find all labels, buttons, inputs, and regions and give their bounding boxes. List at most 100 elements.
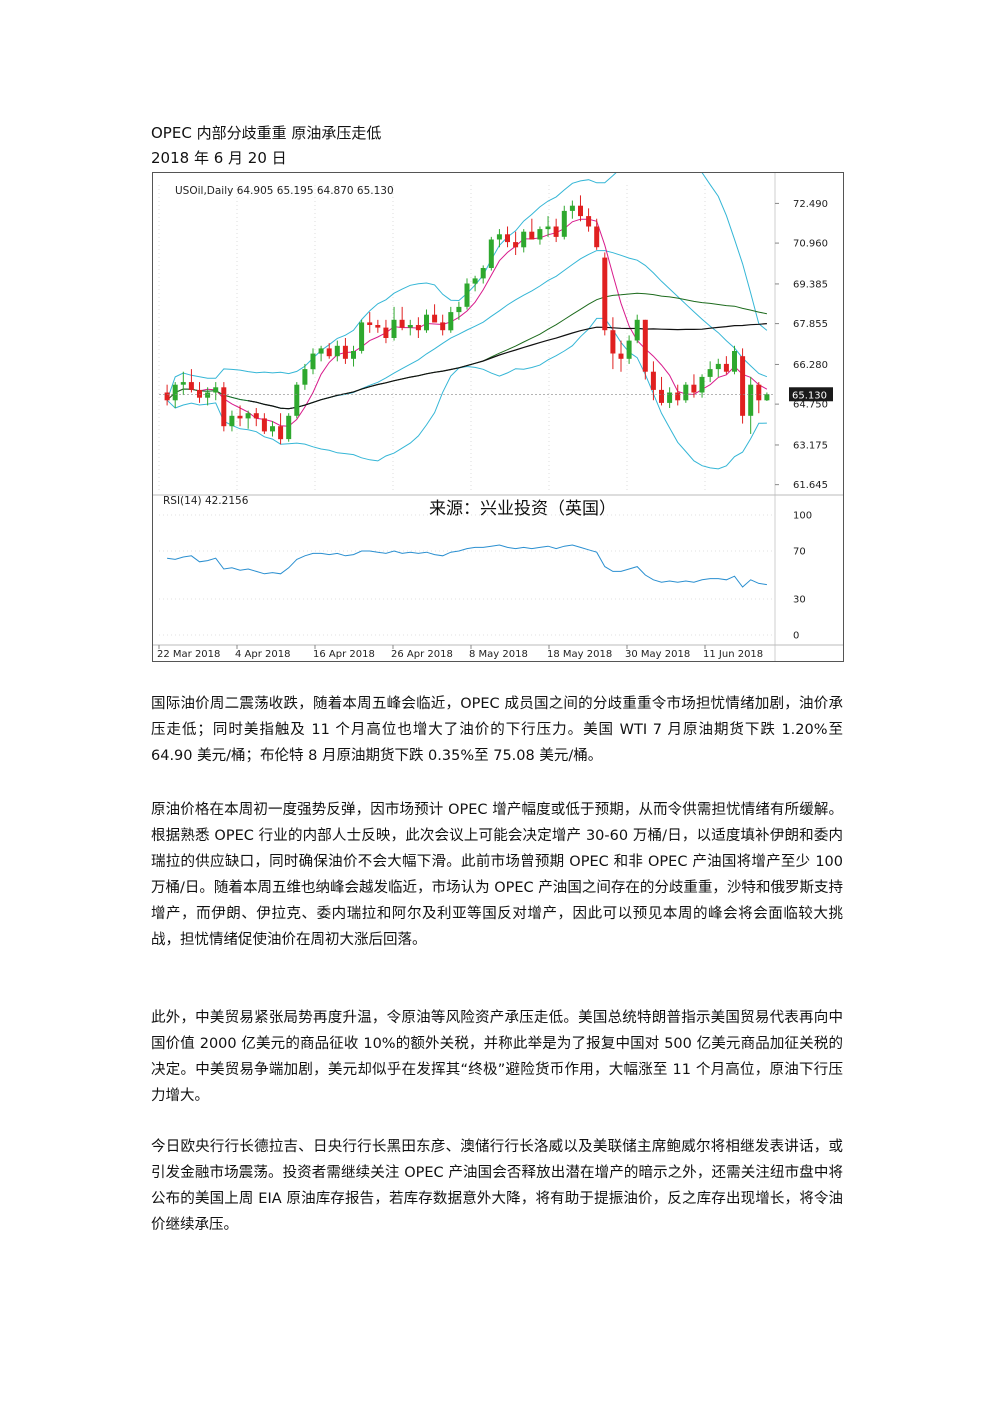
candle-body <box>748 384 754 416</box>
price-tick-label: 67.855 <box>793 319 828 330</box>
price-tick-label: 66.280 <box>793 360 828 371</box>
candle-body <box>545 226 551 230</box>
candle-body <box>496 234 502 240</box>
rsi-tick-label: 70 <box>793 547 806 558</box>
chart-header: USOil,Daily 64.905 65.195 64.870 65.130 <box>175 185 394 197</box>
candle-body <box>505 234 510 243</box>
candle-body <box>561 210 567 237</box>
article-title: OPEC 内部分歧重重 原油承压走低 <box>151 124 382 142</box>
date-label: 22 Mar 2018 <box>157 649 220 660</box>
candle-body <box>432 314 438 323</box>
date-label: 26 Apr 2018 <box>391 649 453 660</box>
price-axis: 72.490 70.960 69.385 67.855 66.280 64.750 63.1… <box>159 199 833 491</box>
candle-body <box>399 319 405 328</box>
candle-body <box>667 392 673 403</box>
candle-body <box>707 369 713 377</box>
candle-body <box>480 268 486 279</box>
price-tick-label: 72.490 <box>793 199 828 210</box>
candle-body <box>553 226 559 237</box>
date-label: 18 May 2018 <box>547 649 612 660</box>
candle-body <box>529 231 535 240</box>
rsi-line <box>167 544 767 588</box>
candle-body <box>610 330 616 354</box>
ma-slow-line <box>248 323 767 410</box>
candle-body <box>375 325 381 328</box>
candle-body <box>351 351 356 359</box>
candle-body <box>764 394 770 401</box>
date-label: 11 Jun 2018 <box>703 649 763 660</box>
candle-body <box>659 389 664 403</box>
candle-body <box>642 319 648 372</box>
candle-body <box>261 418 267 432</box>
rsi-label: RSI(14) 42.2156 <box>163 495 249 507</box>
candle-body <box>472 278 478 284</box>
candle-body <box>221 387 227 427</box>
candle-body <box>675 392 681 401</box>
candle-body <box>229 415 235 427</box>
candle-body <box>164 392 170 401</box>
candle-body <box>513 242 519 248</box>
candle-body <box>448 312 454 331</box>
candle-body <box>440 322 446 331</box>
candle-body <box>586 216 592 227</box>
candle-body <box>756 384 762 401</box>
candle-body <box>205 392 211 398</box>
indicator-lines <box>166 173 768 470</box>
chart-watermark: 来源：兴业投资（英国） <box>429 499 616 519</box>
candle-body <box>294 384 300 416</box>
oil-price-chart: 72.490 70.960 69.385 67.855 66.280 64.750 63.1… <box>152 172 844 662</box>
date-label: 16 Apr 2018 <box>313 649 375 660</box>
candle-body <box>578 205 583 217</box>
candle-body <box>391 319 397 338</box>
candle-body <box>253 413 259 419</box>
candle-body <box>594 226 600 248</box>
rsi-tick-label: 0 <box>793 631 799 642</box>
candle-body <box>456 306 462 313</box>
candle-body <box>334 345 340 357</box>
candle-body <box>569 205 575 211</box>
paragraph-2: 原油价格在本周初一度强势反弹，因市场预计 OPEC 增产幅度或低于预期，从而令供… <box>151 802 843 948</box>
candle-body <box>740 356 746 416</box>
candle-body <box>326 348 332 357</box>
candle-body <box>699 376 705 393</box>
price-tick-label: 63.175 <box>793 441 828 452</box>
candle-body <box>172 384 178 401</box>
ma-fast-line <box>166 218 768 427</box>
candle-body <box>723 363 729 372</box>
candle-body <box>424 314 429 331</box>
paragraph-3: 此外，中美贸易紧张局势再度升温，令原油等风险资产承压走低。美国总统特朗普指示美国… <box>151 1010 843 1104</box>
candle-body <box>213 387 219 393</box>
candle-body <box>650 371 656 390</box>
candle-body <box>367 322 373 325</box>
current-price-box <box>789 387 833 402</box>
price-tick-label: 70.960 <box>793 239 828 250</box>
paragraph-1: 国际油价周二震荡收跌，随着本周五峰会临近，OPEC 成员国之间的分歧重重令市场担… <box>151 696 843 764</box>
chart-svg: 72.490 70.960 69.385 67.855 66.280 64.750 63.1… <box>153 173 843 661</box>
candle-body <box>286 415 292 440</box>
candle-body <box>318 348 324 354</box>
candles <box>164 195 770 445</box>
candle-body <box>383 327 389 338</box>
paragraph-4: 今日欧央行行长德拉吉、日央行行长黑田东彦、澳储行行长洛威以及美联储主席鲍威尔将相… <box>151 1139 843 1233</box>
candle-body <box>359 322 365 351</box>
candle-body <box>310 353 316 370</box>
candle-body <box>197 389 202 398</box>
bollinger-lower-line <box>166 317 767 470</box>
candle-body <box>342 345 348 359</box>
candle-body <box>245 413 251 419</box>
date-label: 30 May 2018 <box>625 649 690 660</box>
candle-body <box>602 257 608 331</box>
rsi-panel: 100 70 30 0 <box>159 511 812 642</box>
candle-body <box>634 319 640 341</box>
candle-body <box>691 384 697 393</box>
candle-body <box>683 384 689 401</box>
candle-body <box>626 340 632 359</box>
candle-body <box>302 369 308 385</box>
candle-body <box>732 351 737 372</box>
candle-body <box>521 231 527 248</box>
candle-body <box>715 363 721 370</box>
candle-body <box>188 382 194 390</box>
date-axis: 22 Mar 2018 4 Apr 2018 16 Apr 2018 26 Apr 2… <box>157 645 763 660</box>
current-price-label: 65.130 <box>792 390 827 401</box>
candle-body <box>407 325 413 328</box>
